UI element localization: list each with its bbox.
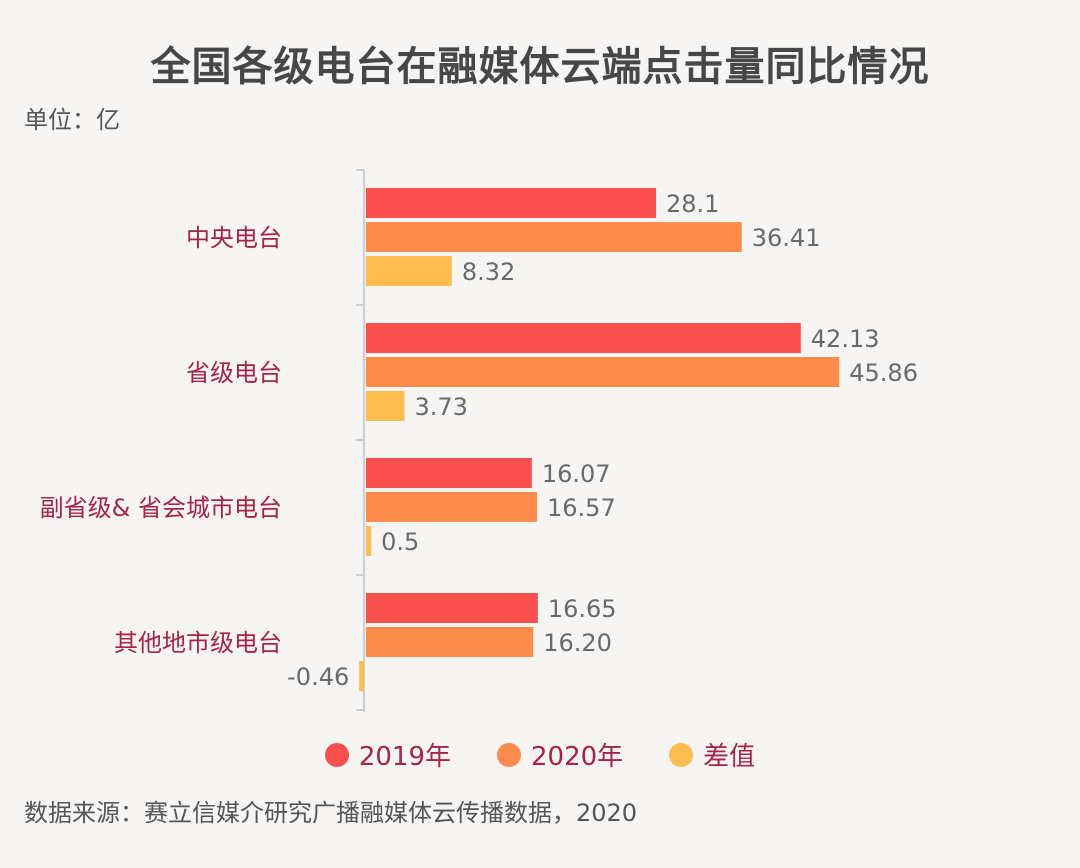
bar-2019 (366, 458, 532, 488)
category-label: 省级电台 (186, 359, 282, 387)
legend-item-diff: 差值 (669, 736, 755, 773)
legend-swatch-2019 (324, 742, 349, 767)
bar-diff (366, 256, 452, 286)
data-label: 16.65 (548, 595, 617, 623)
bar-2020 (366, 357, 840, 387)
bar-diff (359, 661, 364, 691)
data-label: -0.46 (287, 663, 349, 691)
data-label: 16.57 (547, 494, 616, 522)
bar-2020 (366, 222, 742, 252)
data-label: 42.13 (811, 325, 880, 353)
legend-label-diff: 差值 (703, 742, 756, 772)
category-label: 中央电台 (186, 224, 282, 252)
legend-item-2020: 2020年 (496, 736, 624, 773)
source-note: 数据来源：赛立信媒介研究广播融媒体云传播数据，2020 (24, 799, 638, 827)
bar-diff (366, 391, 405, 421)
data-label: 28.1 (666, 190, 719, 218)
data-label: 16.20 (543, 629, 612, 657)
unit-label: 单位：亿 (24, 106, 120, 134)
bar-diff (366, 526, 372, 556)
bar-2020 (366, 492, 538, 522)
legend-swatch-diff (669, 742, 694, 767)
legend-label-2020: 2020年 (530, 742, 624, 772)
category-label: 其他地市级电台 (114, 629, 282, 657)
legend-label-2019: 2019年 (358, 742, 451, 772)
legend: 2019年 2020年 差值 (0, 736, 1080, 773)
category-label: 副省级& 省会城市电台 (40, 494, 282, 522)
bar-2019 (366, 188, 656, 218)
chart-title: 全国各级电台在融媒体云端点击量同比情况 (150, 44, 930, 90)
data-label: 45.86 (849, 359, 918, 387)
data-label: 8.32 (462, 258, 515, 286)
legend-item-2019: 2019年 (324, 736, 451, 773)
data-label: 3.73 (414, 393, 467, 421)
bar-2019 (366, 593, 538, 623)
bar-2020 (366, 627, 534, 657)
legend-swatch-2020 (496, 742, 521, 767)
data-label: 0.5 (381, 528, 419, 556)
data-label: 36.41 (752, 224, 821, 252)
data-label: 16.07 (542, 460, 611, 488)
bar-2019 (366, 323, 801, 353)
